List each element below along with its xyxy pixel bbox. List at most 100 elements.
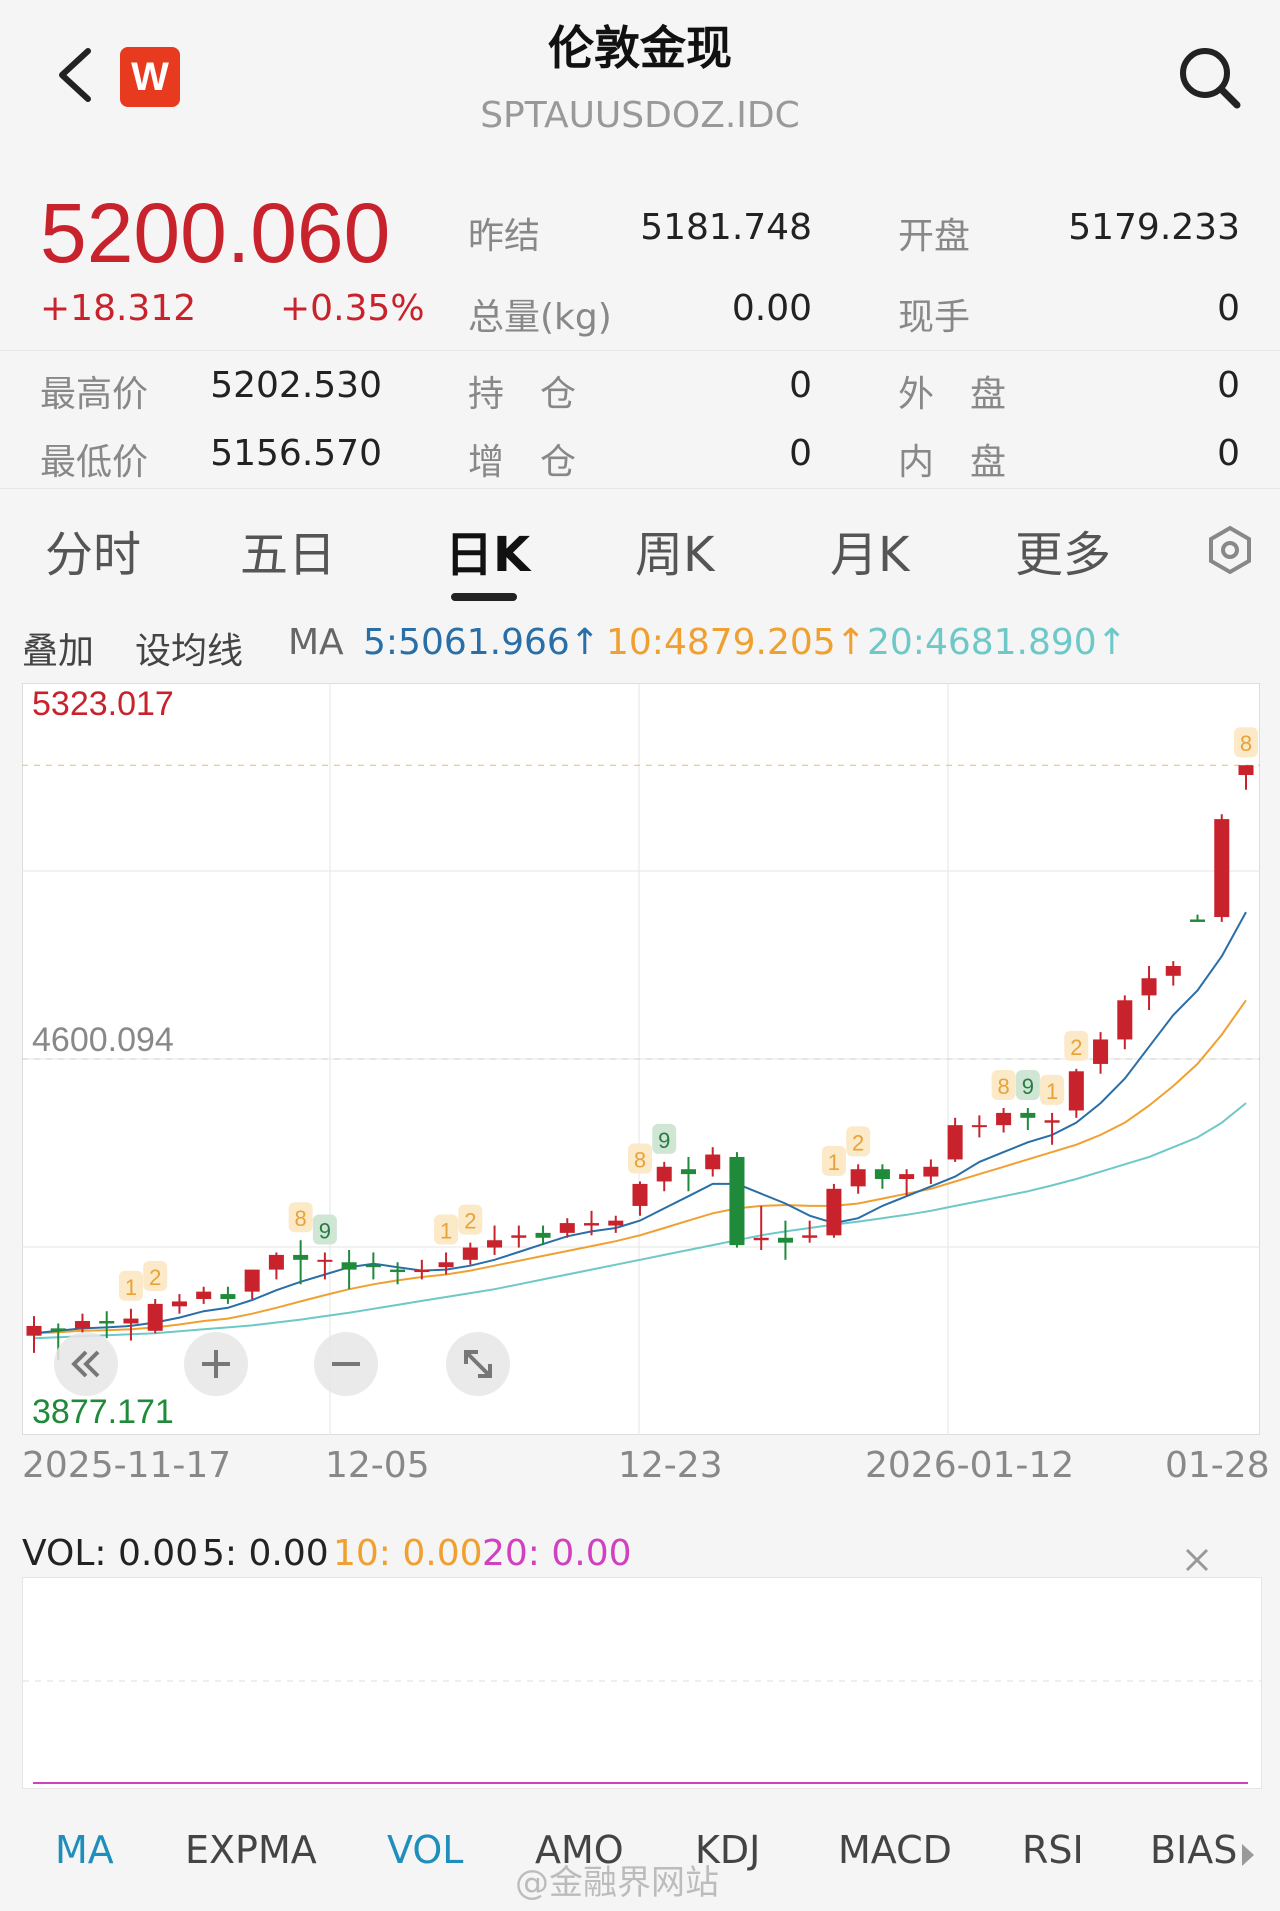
indicator-rsi[interactable]: RSI	[1022, 1828, 1084, 1872]
candle-body	[1068, 1071, 1084, 1111]
candle-body	[171, 1301, 187, 1307]
indicator-ma[interactable]: MA	[55, 1828, 114, 1872]
td-marker-label: 1	[440, 1218, 452, 1243]
overlay-button[interactable]: 叠加	[22, 631, 95, 672]
td-marker-label: 8	[295, 1206, 307, 1231]
x-tick-label: 2026-01-12	[865, 1445, 1075, 1486]
candle-body	[123, 1318, 139, 1324]
x-tick-label: 12-23	[618, 1445, 723, 1486]
candle-body	[874, 1169, 890, 1180]
ma10-value: 10:4879.205↑	[606, 622, 866, 663]
label-open-interest: 持 仓	[468, 374, 577, 415]
back-arrow-icon[interactable]	[50, 45, 100, 105]
candle-body	[705, 1154, 721, 1170]
settings-icon[interactable]	[1205, 525, 1255, 575]
value-open-interest: 0	[789, 365, 812, 406]
td-marker-bg	[652, 1123, 677, 1154]
tab-more[interactable]: 更多	[1015, 527, 1112, 583]
expand-icon	[464, 1350, 492, 1378]
price-change-percent: +0.35%	[280, 288, 425, 329]
td-marker-label: 8	[1240, 731, 1252, 756]
candle-body	[947, 1125, 963, 1160]
candle-body	[777, 1237, 793, 1243]
label-current-hand: 现手	[898, 297, 971, 338]
zoom-out-button[interactable]	[314, 1332, 378, 1396]
td-marker-label: 2	[149, 1265, 161, 1290]
indicator-macd[interactable]: MACD	[838, 1828, 952, 1872]
ma10-line	[33, 999, 1247, 1335]
candle-body	[1238, 765, 1254, 776]
tab-daily-k[interactable]: 日K	[445, 527, 531, 583]
candle-body	[268, 1254, 284, 1270]
candle-body	[656, 1166, 672, 1182]
set-ma-button[interactable]: 设均线	[135, 631, 244, 672]
indicator-vol[interactable]: VOL	[387, 1828, 464, 1872]
candle-body	[1190, 919, 1206, 922]
value-outer-vol: 0	[1217, 365, 1240, 406]
scroll-left-button[interactable]	[54, 1332, 118, 1396]
candle-body	[50, 1328, 66, 1331]
plus-icon	[202, 1350, 230, 1378]
ma5-line	[33, 911, 1247, 1335]
tab-five-day[interactable]: 五日	[240, 527, 337, 583]
chevron-right-icon[interactable]	[1238, 1840, 1258, 1870]
candle-body	[341, 1262, 357, 1270]
last-price: 5200.060	[40, 186, 391, 280]
td-marker-bg	[1064, 1030, 1089, 1061]
label-oi-change: 增 仓	[468, 442, 577, 483]
indicator-expma[interactable]: EXPMA	[185, 1828, 317, 1872]
candle-body	[899, 1174, 915, 1180]
candle-body	[559, 1223, 575, 1233]
tab-intraday[interactable]: 分时	[45, 527, 142, 583]
candle-body	[1141, 978, 1157, 996]
page-title: 伦敦金现	[548, 21, 732, 75]
x-tick-label: 01-28	[1165, 1445, 1270, 1486]
candle-body	[850, 1169, 866, 1187]
vol-ma20: 20: 0.00	[482, 1533, 632, 1574]
td-marker-bg	[991, 1070, 1016, 1101]
candle-body	[414, 1269, 430, 1273]
indicator-amo[interactable]: AMO	[535, 1828, 624, 1872]
tab-monthly-k[interactable]: 月K	[830, 527, 910, 583]
ma20-value: 20:4681.890↑	[867, 622, 1127, 663]
y-mid-label: 4600.094	[32, 1021, 174, 1059]
candle-body	[1044, 1120, 1060, 1123]
td-marker-bg	[434, 1214, 459, 1245]
ma20-line	[33, 1102, 1247, 1340]
close-icon[interactable]	[1182, 1545, 1212, 1575]
value-volume: 0.00	[731, 288, 812, 329]
label-low: 最低价	[40, 442, 149, 483]
volume-chart[interactable]	[22, 1577, 1262, 1789]
zoom-in-button[interactable]	[184, 1332, 248, 1396]
candle-body	[390, 1269, 406, 1273]
candle-body	[365, 1264, 381, 1268]
candle-body	[535, 1232, 551, 1238]
active-tab-indicator	[451, 593, 517, 601]
symbol-code: SPTAUUSDOZ.IDC	[480, 95, 800, 136]
candle-body	[26, 1325, 42, 1336]
divider	[0, 488, 1280, 489]
indicator-bias[interactable]: BIAS	[1150, 1828, 1238, 1872]
td-marker-label: 9	[658, 1128, 670, 1153]
search-icon[interactable]	[1175, 43, 1245, 113]
candle-body	[462, 1247, 478, 1260]
label-inner-vol: 内 盘	[898, 442, 1007, 483]
candle-body	[680, 1169, 696, 1175]
td-marker-label: 9	[1022, 1074, 1034, 1099]
label-prev-settle: 昨结	[468, 216, 541, 257]
candle-body	[1093, 1039, 1109, 1064]
candle-body	[99, 1321, 115, 1324]
candle-body	[729, 1156, 745, 1246]
watermark: @金融界网站	[515, 1863, 719, 1903]
candle-body	[244, 1269, 260, 1292]
candle-body	[996, 1112, 1012, 1126]
td-marker-bg	[1015, 1070, 1040, 1101]
candle-body	[584, 1223, 600, 1226]
candle-body	[1117, 1000, 1133, 1040]
fullscreen-button[interactable]	[446, 1332, 510, 1396]
candle-body	[802, 1235, 818, 1238]
tab-weekly-k[interactable]: 周K	[635, 527, 715, 583]
indicator-kdj[interactable]: KDJ	[695, 1828, 761, 1872]
value-open: 5179.233	[1068, 207, 1240, 248]
